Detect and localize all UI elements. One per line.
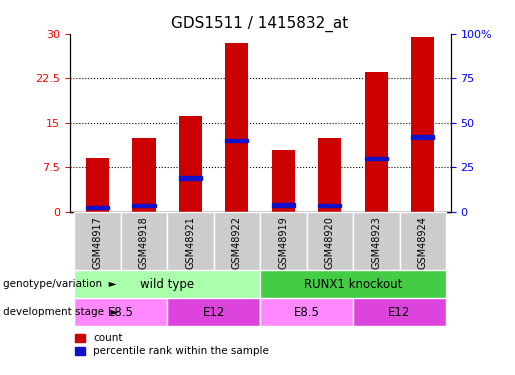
Bar <box>86 158 109 212</box>
Text: E12: E12 <box>388 306 410 319</box>
Text: GSM48920: GSM48920 <box>325 216 335 269</box>
Bar <box>132 138 156 212</box>
Bar <box>121 212 167 270</box>
Text: GSM48924: GSM48924 <box>418 216 428 269</box>
Text: RUNX1 knockout: RUNX1 knockout <box>304 278 402 291</box>
Legend: count, percentile rank within the sample: count, percentile rank within the sample <box>75 333 269 357</box>
Bar <box>214 212 260 270</box>
Bar <box>272 150 295 212</box>
Text: wild type: wild type <box>140 278 194 291</box>
Bar <box>225 139 248 142</box>
Bar <box>365 157 388 160</box>
Text: GSM48921: GSM48921 <box>185 216 195 269</box>
Bar <box>167 212 214 270</box>
Bar <box>353 298 446 326</box>
Bar <box>74 298 167 326</box>
Text: genotype/variation  ►: genotype/variation ► <box>3 279 116 289</box>
Bar <box>306 212 353 270</box>
Bar <box>179 116 202 212</box>
Bar <box>225 43 248 212</box>
Title: GDS1511 / 1415832_at: GDS1511 / 1415832_at <box>171 16 349 32</box>
Bar <box>272 203 295 207</box>
Bar <box>400 212 446 270</box>
Bar <box>86 206 109 209</box>
Text: GSM48918: GSM48918 <box>139 216 149 269</box>
Text: GSM48922: GSM48922 <box>232 216 242 269</box>
Bar <box>74 212 121 270</box>
Bar <box>353 212 400 270</box>
Bar <box>132 204 156 207</box>
Bar <box>365 72 388 212</box>
Bar <box>260 270 446 298</box>
Text: E12: E12 <box>202 306 225 319</box>
Text: E8.5: E8.5 <box>294 306 319 319</box>
Bar <box>179 176 202 180</box>
Text: GSM48919: GSM48919 <box>278 216 288 269</box>
Bar <box>411 37 434 212</box>
Text: development stage  ►: development stage ► <box>3 307 118 317</box>
Text: GSM48923: GSM48923 <box>371 216 381 269</box>
Bar <box>260 212 306 270</box>
Bar <box>411 135 434 139</box>
Bar <box>74 270 260 298</box>
Bar <box>260 298 353 326</box>
Text: E8.5: E8.5 <box>108 306 133 319</box>
Bar <box>318 204 341 207</box>
Text: GSM48917: GSM48917 <box>92 216 102 269</box>
Bar <box>318 138 341 212</box>
Bar <box>167 298 260 326</box>
